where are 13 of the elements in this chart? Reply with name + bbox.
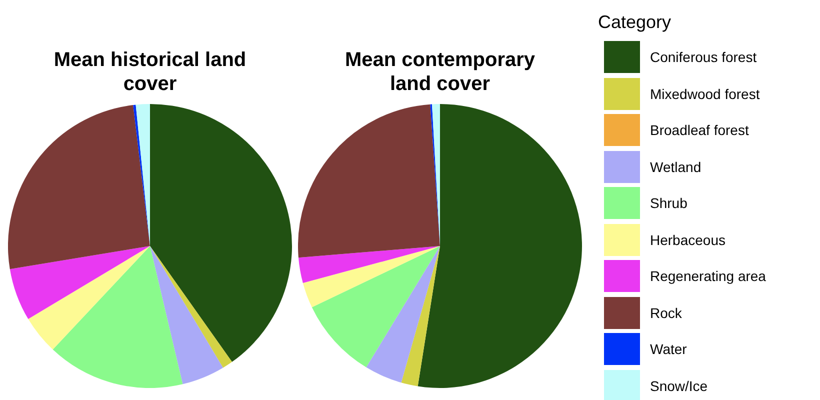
- legend-label: Broadleaf forest: [650, 122, 749, 138]
- text: Mean contemporary land cover: [344, 48, 536, 96]
- legend-label: Wetland: [650, 158, 702, 175]
- legend-label: Coniferous forest: [650, 49, 757, 66]
- legend-label: Shrub: [650, 195, 688, 212]
- legend-label: Rock: [650, 304, 682, 321]
- legend-title: Category: [598, 12, 672, 33]
- legend-label: Snow/Ice: [650, 378, 708, 394]
- legend-label: Herbaceous: [650, 232, 726, 248]
- legend-label: Water: [650, 341, 687, 358]
- chart-title: Mean historical land cover: [52, 48, 248, 96]
- legend-label: Regenerating area: [650, 268, 766, 284]
- legend-label: Mixedwood forest: [650, 86, 760, 102]
